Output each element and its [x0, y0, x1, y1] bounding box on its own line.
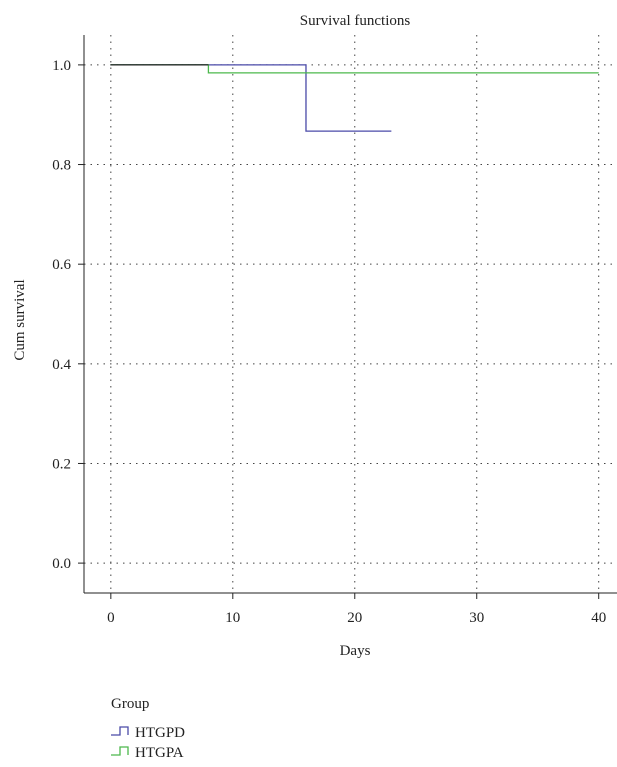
y-tick-label: 1.0: [52, 58, 71, 74]
legend-label-htgpa: HTGPA: [135, 745, 184, 761]
y-tick-label: 0.8: [52, 158, 71, 174]
chart-title: Survival functions: [300, 13, 411, 29]
y-tick-label: 0.4: [52, 357, 71, 373]
y-tick-label: 0.0: [52, 556, 71, 572]
series-lines: [110, 64, 599, 132]
y-tick-label: 0.2: [52, 456, 71, 472]
x-axis-ticks: 0 10 20 30 40: [107, 593, 606, 626]
y-axis-label: Cum survival: [12, 279, 28, 360]
legend-swatch-htgpd: [111, 726, 129, 736]
legend-swatch-htgpa: [111, 746, 129, 756]
x-tick-label: 20: [347, 610, 362, 626]
grid-lines: [84, 35, 617, 593]
legend: Group HTGPD HTGPA: [111, 696, 185, 761]
x-tick-label: 40: [591, 610, 606, 626]
y-axis-ticks: 0.0 0.2 0.4 0.6 0.8 1.0: [52, 58, 84, 572]
legend-title: Group: [111, 696, 149, 712]
series-line-htgpd: [110, 64, 392, 132]
axes: [83, 35, 617, 594]
x-tick-label: 0: [107, 610, 115, 626]
legend-label-htgpd: HTGPD: [135, 725, 185, 741]
x-axis-label: Days: [340, 643, 371, 659]
y-tick-label: 0.6: [52, 257, 71, 273]
x-tick-label: 10: [225, 610, 240, 626]
x-tick-label: 30: [469, 610, 484, 626]
legend-items: HTGPD HTGPA: [111, 725, 185, 761]
